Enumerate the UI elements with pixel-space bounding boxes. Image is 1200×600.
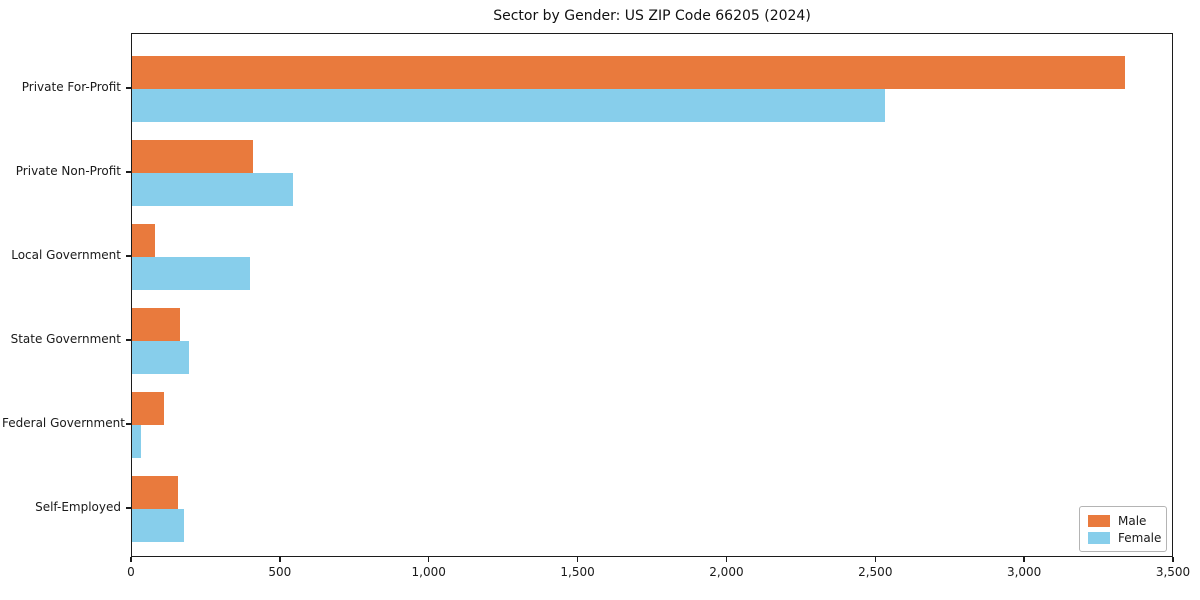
male-bar bbox=[132, 392, 164, 425]
x-tick-label: 500 bbox=[268, 565, 292, 579]
y-tick-mark bbox=[126, 87, 131, 89]
chart-title: Sector by Gender: US ZIP Code 66205 (202… bbox=[493, 8, 811, 24]
x-tick-label: 1,000 bbox=[411, 565, 446, 579]
female-bar bbox=[132, 341, 189, 374]
legend-label: Female bbox=[1118, 530, 1162, 545]
y-tick-mark bbox=[126, 255, 131, 257]
x-tick-mark bbox=[725, 557, 728, 562]
x-tick-label: 0 bbox=[127, 565, 135, 579]
male-bar bbox=[132, 308, 180, 341]
y-tick-mark bbox=[126, 507, 131, 509]
y-axis-label: State Government bbox=[10, 332, 121, 346]
x-tick-mark bbox=[130, 557, 132, 562]
x-tick-label: 3,000 bbox=[1006, 565, 1042, 579]
y-tick-mark bbox=[126, 423, 131, 425]
legend-entry: Female bbox=[1088, 529, 1166, 546]
y-axis-label: Private For-Profit bbox=[21, 80, 121, 94]
male-bar bbox=[132, 476, 179, 509]
legend-swatch-male-icon bbox=[1088, 514, 1110, 527]
y-axis-label: Local Government bbox=[11, 248, 121, 262]
y-axis-label: Federal Government bbox=[2, 416, 125, 430]
y-axis-label: Self-Employed bbox=[35, 500, 121, 514]
y-tick-mark bbox=[126, 171, 131, 173]
female-bar bbox=[132, 425, 141, 458]
x-tick-label: 1,500 bbox=[560, 565, 595, 579]
male-bar bbox=[132, 140, 253, 173]
legend: Male Female bbox=[1079, 506, 1167, 552]
x-tick-mark bbox=[279, 557, 281, 562]
x-tick-mark bbox=[1023, 557, 1025, 562]
female-bar bbox=[132, 257, 250, 290]
male-bar bbox=[132, 224, 156, 257]
male-bar bbox=[132, 56, 1125, 89]
legend-label: Male bbox=[1118, 513, 1147, 528]
x-tick-mark bbox=[874, 557, 876, 562]
plot-area bbox=[131, 33, 1173, 557]
y-axis-label: Private Non-Profit bbox=[15, 164, 121, 178]
legend-entry: Male bbox=[1088, 512, 1166, 529]
x-tick-mark bbox=[428, 557, 430, 562]
x-tick-label: 2,000 bbox=[709, 565, 744, 579]
x-tick-mark bbox=[1172, 557, 1174, 562]
female-bar bbox=[132, 509, 185, 542]
x-tick-mark bbox=[576, 557, 579, 562]
legend-swatch-female-icon bbox=[1088, 531, 1110, 544]
female-bar bbox=[132, 89, 886, 122]
x-tick-label: 3,500 bbox=[1155, 565, 1191, 579]
x-tick-label: 2,500 bbox=[858, 565, 893, 579]
female-bar bbox=[132, 173, 293, 206]
y-tick-mark bbox=[126, 339, 131, 341]
